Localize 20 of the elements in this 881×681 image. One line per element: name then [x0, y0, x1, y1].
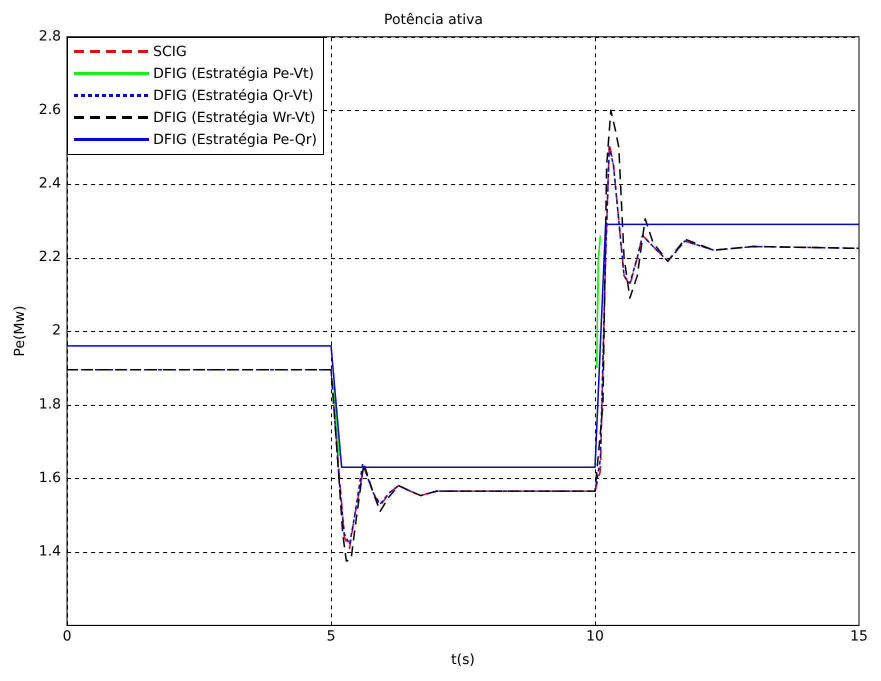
x-tick-label: 5 — [326, 628, 336, 644]
x-tick-label: 15 — [850, 628, 868, 644]
legend-label: DFIG (Estratégia Wr-Vt) — [153, 110, 316, 126]
y-tick-label: 1.8 — [38, 396, 62, 412]
y-tick-label: 1.6 — [38, 470, 62, 486]
x-axis-title: t(s) — [451, 652, 475, 668]
y-tick-label: 2.4 — [38, 176, 62, 192]
legend-label: DFIG (Estratégia Pe-Vt) — [153, 66, 314, 82]
y-tick-label: 2.2 — [38, 249, 62, 266]
x-tick-label: 10 — [586, 628, 604, 644]
y-tick-label: 2 — [52, 322, 62, 339]
y-tick-label: 2.6 — [38, 102, 62, 118]
y-tick-label: 1.4 — [38, 543, 62, 560]
legend-label: SCIG — [153, 44, 187, 60]
y-tick-label: 2.8 — [38, 28, 62, 44]
chart-title: Potência ativa — [384, 12, 483, 28]
legend-label: DFIG (Estratégia Pe-Qr) — [153, 132, 318, 148]
x-tick-label: 0 — [62, 628, 72, 644]
y-axis-title: Pe(Mw) — [12, 306, 28, 357]
legend-label: DFIG (Estratégia Qr-Vt) — [153, 88, 314, 104]
